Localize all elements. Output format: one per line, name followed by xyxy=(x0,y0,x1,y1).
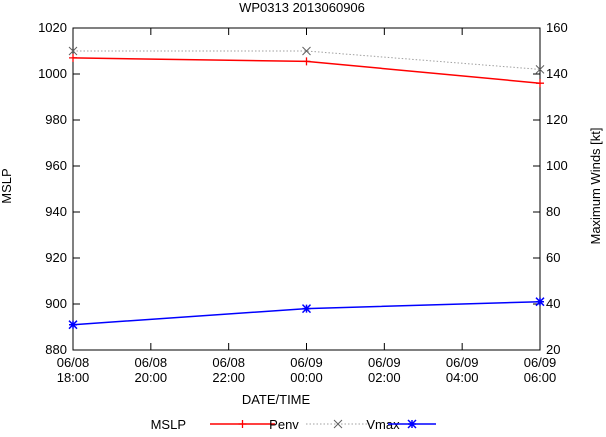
x-tick-label-date: 06/08 xyxy=(57,355,90,370)
y-left-tick-label: 1000 xyxy=(38,66,67,81)
y-left-tick-label: 960 xyxy=(45,158,67,173)
x-tick-label-time: 02:00 xyxy=(368,370,401,385)
data-point-blue-series xyxy=(535,297,545,307)
y-left-tick-label: 920 xyxy=(45,250,67,265)
legend-label-vmax: Vmax xyxy=(366,417,400,432)
data-point-vmax xyxy=(68,46,78,56)
y-left-tick-label: 1020 xyxy=(38,20,67,35)
y-right-tick-label: 40 xyxy=(546,296,560,311)
y-right-tick-label: 120 xyxy=(546,112,568,127)
series-line-vmax xyxy=(73,50,541,70)
y-left-tick-label: 940 xyxy=(45,204,67,219)
x-tick-label-time: 22:00 xyxy=(212,370,245,385)
data-point-penv xyxy=(536,79,544,88)
data-point-penv xyxy=(69,53,77,62)
data-point-penv xyxy=(302,57,311,66)
data-point-blue-series xyxy=(68,320,78,330)
x-tick-label-date: 06/09 xyxy=(368,355,401,370)
x-tick-label-time: 20:00 xyxy=(135,370,168,385)
y-left-tick-label: 980 xyxy=(45,112,67,127)
x-tick-label-date: 06/08 xyxy=(212,355,245,370)
x-tick-label-time: 04:00 xyxy=(446,370,479,385)
legend-title: MSLP xyxy=(151,417,186,432)
data-point-blue-series xyxy=(301,304,312,314)
y-right-tick-label: 80 xyxy=(546,204,560,219)
x-tick-label-time: 00:00 xyxy=(290,370,323,385)
y-right-tick-label: 60 xyxy=(546,250,560,265)
x-tick-label-time: 06:00 xyxy=(524,370,557,385)
y-right-tick-label: 140 xyxy=(546,66,568,81)
legend-marker-blue-series xyxy=(407,419,417,429)
legend-marker-penv xyxy=(238,420,247,428)
y-right-tick-label: 160 xyxy=(546,20,568,35)
legend-marker-vmax xyxy=(333,419,343,429)
y-axis-right-label: Maximum Winds [kt] xyxy=(588,127,603,244)
y-right-tick-label: 100 xyxy=(546,158,568,173)
x-tick-label-date: 06/09 xyxy=(290,355,323,370)
y-right-tick-label: 20 xyxy=(546,342,560,357)
legend-label-penv: Penv xyxy=(269,417,299,432)
x-tick-label-time: 18:00 xyxy=(57,370,90,385)
x-tick-label-date: 06/09 xyxy=(446,355,479,370)
data-point-vmax xyxy=(302,46,311,56)
y-axis-left-label: MSLP xyxy=(0,168,14,203)
x-tick-label-date: 06/08 xyxy=(135,355,168,370)
x-axis-label: DATE/TIME xyxy=(242,392,311,407)
plot-layer: 880 900 920 940 960 980 1000 1020 20 40 60 80 100 120… xyxy=(38,20,568,432)
chart-title: WP0313 2013060906 xyxy=(239,0,365,15)
x-tick-label-date: 06/09 xyxy=(524,355,557,370)
data-point-vmax xyxy=(535,65,545,74)
y-left-tick-label: 880 xyxy=(45,342,67,357)
y-left-tick-label: 900 xyxy=(45,296,67,311)
